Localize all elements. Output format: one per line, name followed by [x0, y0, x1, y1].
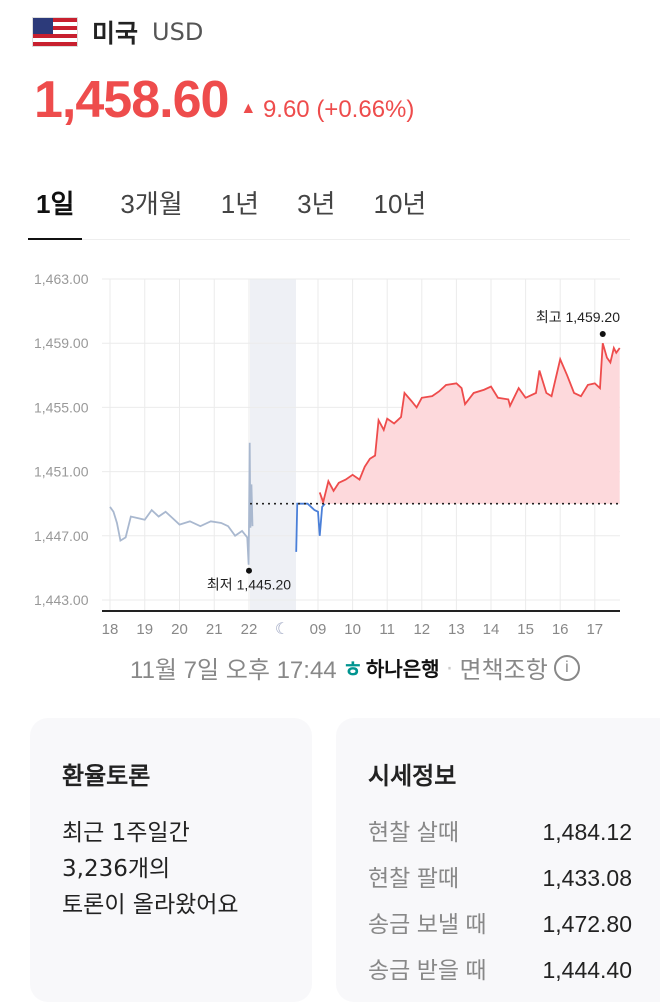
tab-1y[interactable]: 1년	[220, 189, 260, 219]
discussion-card[interactable]: 환율토론 최근 1주일간 3,236개의 토론이 올라왔어요	[30, 718, 312, 1002]
x-tick-label: 22	[241, 621, 258, 638]
rate-value: 1,484.12	[542, 819, 632, 845]
currency-code: USD	[152, 18, 204, 46]
tab-3y[interactable]: 3년	[297, 189, 336, 219]
up-triangle-icon: ▲	[240, 100, 257, 117]
night-band	[250, 279, 296, 610]
market-info-card: 시세정보 현찰 살때 1,484.12 현찰 팔때 1,433.08 송금 보낼 때…	[336, 718, 660, 1002]
tab-10y[interactable]: 10년	[373, 189, 427, 219]
current-price: 1,458.60	[34, 71, 229, 129]
discussion-line: 토론이 올라왔어요	[62, 892, 239, 918]
rate-row: 송금 받을 때 1,444.40	[368, 947, 632, 993]
rate-row: 현찰 팔때 1,433.08	[368, 855, 632, 901]
y-tick-label: 1,459.00	[34, 335, 89, 351]
hana-logo-icon: ㅎ	[342, 656, 363, 682]
source-line: 11월 7일 오후 17:44 ㅎ 하나은행 · 면책조항 i	[130, 650, 580, 685]
series-line-overnight	[109, 442, 254, 565]
rate-row: 현찰 살때 1,484.12	[368, 809, 632, 855]
y-tick-label: 1,451.00	[34, 464, 89, 480]
x-tick-label: 20	[171, 621, 188, 638]
moon-icon: ☾	[275, 621, 289, 638]
price-change: ▲ 9.60 (+0.66%)	[240, 96, 414, 124]
max-point	[599, 330, 606, 337]
series-area	[319, 343, 620, 504]
rate-value: 1,433.08	[542, 865, 632, 891]
change-value: 9.60 (+0.66%)	[262, 96, 415, 123]
min-label: 최저 1,445.20	[207, 577, 291, 593]
us-flag-icon	[32, 17, 78, 47]
rate-label: 현찰 팔때	[368, 865, 460, 891]
rate-label: 현찰 살때	[368, 819, 460, 845]
series-line-session	[318, 342, 621, 506]
market-info-title: 시세정보	[368, 762, 457, 790]
rate-label: 송금 받을 때	[368, 957, 487, 983]
discussion-line: 3,236개의	[62, 856, 171, 882]
price-quote: 1,458.60 ▲ 9.60 (+0.66%)	[34, 70, 414, 130]
min-point	[246, 567, 252, 574]
x-tick-label: 14	[483, 621, 500, 638]
tab-3m[interactable]: 3개월	[120, 189, 183, 219]
series-line-premarket	[295, 502, 326, 552]
y-tick-label: 1,455.00	[34, 399, 89, 415]
info-icon[interactable]: i	[553, 654, 580, 681]
x-tick-label: 18	[102, 621, 119, 638]
exchange-rate-chart[interactable]: 1,463.00 1,459.00 1,455.00 1,451.00 1,447.00…	[0, 0, 660, 650]
discussion-line: 최근 1주일간	[62, 820, 190, 846]
rate-value: 1,472.80	[542, 911, 632, 937]
y-tick-label: 1,463.00	[34, 271, 89, 287]
x-tick-label: 13	[448, 621, 465, 638]
x-tick-label: 19	[136, 621, 153, 638]
y-tick-label: 1,447.00	[34, 528, 89, 544]
x-tick-label: 16	[552, 621, 569, 638]
separator: ·	[445, 653, 454, 681]
rate-label: 송금 보낼 때	[368, 911, 487, 937]
timestamp: 11월 7일 오후 17:44	[130, 657, 337, 684]
rate-value: 1,444.40	[542, 957, 632, 983]
currency-header: 미국 USD	[32, 14, 203, 50]
x-tick-label: 17	[586, 621, 603, 638]
y-tick-label: 1,443.00	[34, 592, 89, 608]
bank-name: 하나은행	[365, 659, 440, 681]
x-tick-label: 15	[517, 621, 534, 638]
x-tick-label: 09	[310, 621, 327, 638]
period-tabs: 1일 3개월 1년 3년 10년	[28, 180, 630, 240]
max-label: 최고 1,459.20	[536, 309, 620, 325]
rate-row: 송금 보낼 때 1,472.80	[368, 901, 632, 947]
bank-logo: ㅎ 하나은행	[343, 652, 440, 684]
country-name: 미국	[92, 19, 139, 48]
disclaimer-link[interactable]: 면책조항	[459, 657, 548, 684]
x-tick-label: 10	[344, 621, 361, 638]
x-tick-label: 11	[379, 621, 395, 638]
x-tick-label: 12	[413, 621, 430, 638]
discussion-title: 환율토론	[62, 762, 151, 790]
tab-1d[interactable]: 1일	[28, 180, 83, 240]
x-tick-label: 21	[206, 621, 223, 638]
